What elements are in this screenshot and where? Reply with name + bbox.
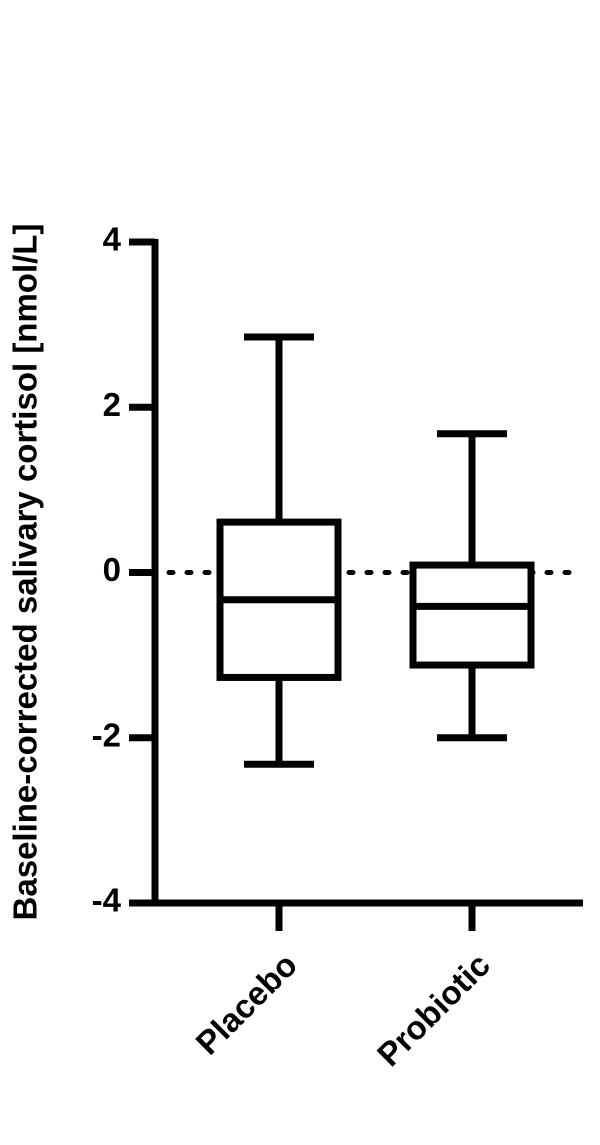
- y-axis-label: Baseline-corrected salivary cortisol [nm…: [7, 224, 44, 921]
- box: [409, 561, 535, 669]
- x-tick-label: Placebo: [188, 946, 304, 1062]
- y-tick-label: -2: [92, 716, 121, 753]
- y-tick-label: -4: [92, 882, 122, 919]
- y-tick-label: 4: [103, 221, 122, 258]
- y-tick-label: 2: [103, 386, 121, 423]
- x-tick-label: Probiotic: [370, 946, 497, 1073]
- y-tick-label: 0: [103, 551, 121, 588]
